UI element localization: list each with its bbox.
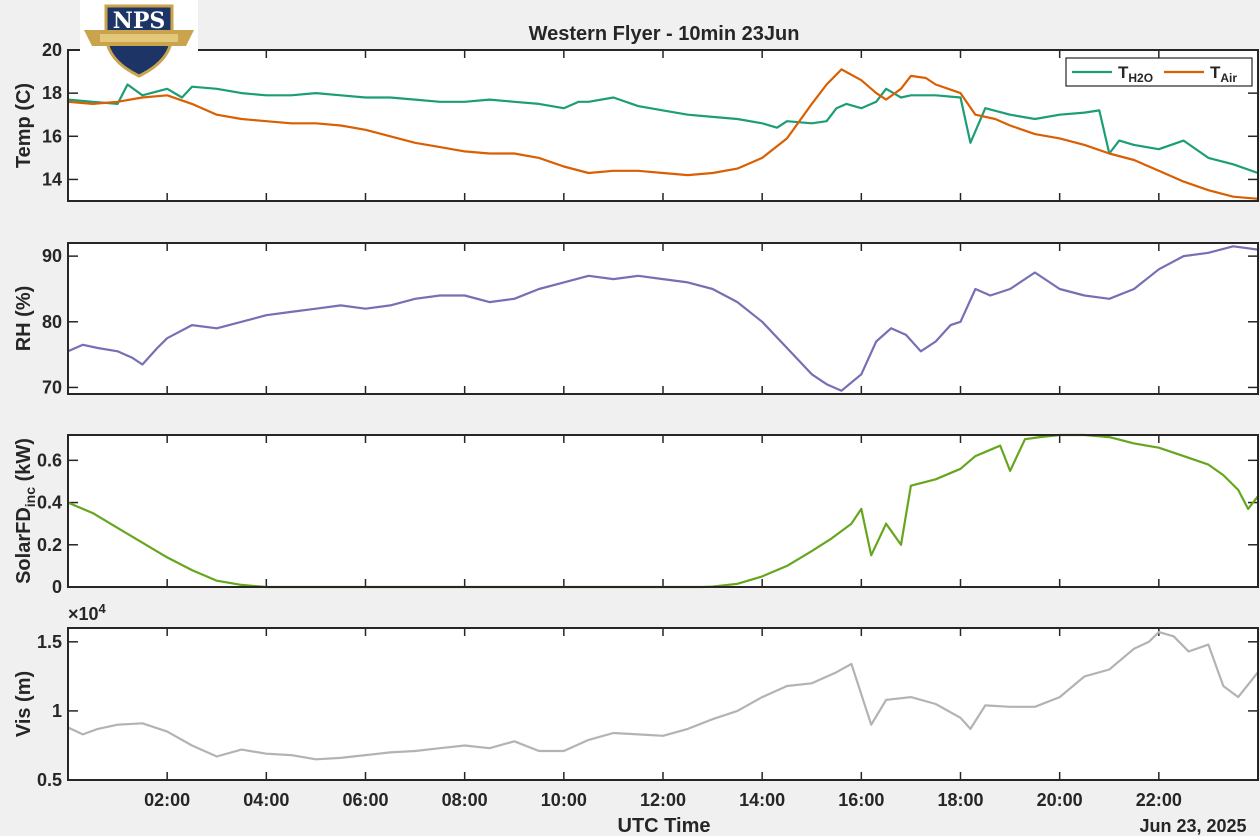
x-tick-label: 22:00 (1136, 790, 1182, 810)
y-tick-label: 0 (52, 577, 62, 597)
x-tick-label: 12:00 (640, 790, 686, 810)
legend-label-t_air: TAir (1210, 63, 1237, 85)
y-tick-label: 90 (42, 246, 62, 266)
axes-frame (67, 434, 1259, 588)
legend-box (1065, 57, 1253, 87)
x-tick-label: 20:00 (1037, 790, 1083, 810)
chart-title: Western Flyer - 10min 23Jun (529, 23, 800, 45)
x-axis-date-label: Jun 23, 2025 (1139, 816, 1246, 836)
y-tick-label: 0.6 (37, 450, 62, 470)
y-tick-label: 0.4 (37, 493, 62, 513)
series-line-t_air (67, 68, 1259, 200)
plot-area (68, 435, 1258, 587)
rh-panel: 70 80 90 RH (%) (13, 242, 1259, 397)
series-line-solar (67, 433, 1259, 589)
logo-text: NPS (113, 8, 166, 34)
plot-area (68, 243, 1258, 394)
y-tick-label: 0.2 (37, 535, 62, 555)
x-tick-label: 06:00 (342, 790, 388, 810)
series-line-t_h2o (67, 83, 1259, 175)
vis-panel: 02:00 04:00 06:00 08:00 10:00 12:00 14:00 16:00… (13, 601, 1259, 810)
y-tick-label: 70 (42, 377, 62, 397)
axes-frame (67, 242, 1259, 395)
y-tick-label: 0.5 (37, 770, 62, 790)
y-tick-label: 80 (42, 312, 62, 332)
plot-area (68, 50, 1258, 201)
x-tick-label: 10:00 (541, 790, 587, 810)
y-axis-label: RH (%) (13, 286, 35, 352)
legend: TH2O TAir (1065, 57, 1253, 87)
series-line-vis (67, 630, 1259, 761)
series-line-rh (67, 245, 1259, 392)
x-axis-label: UTC Time (618, 815, 711, 836)
y-axis-label: Vis (m) (13, 671, 35, 737)
plot-area (68, 628, 1258, 780)
nps-logo: NPS (80, 0, 198, 80)
y-tick-label: 14 (42, 169, 62, 189)
y-tick-label: 16 (42, 126, 62, 146)
y-tick-label: 1.5 (37, 632, 62, 652)
y-tick-label: 1 (52, 701, 62, 721)
y-tick-label: 18 (42, 83, 62, 103)
x-tick-label: 08:00 (442, 790, 488, 810)
y-tick-label: 20 (42, 40, 62, 60)
temp-panel: 14 16 18 20 Temp (C) (13, 40, 1259, 202)
axes-frame (67, 49, 1259, 202)
x-tick-label: 14:00 (739, 790, 785, 810)
y-axis-label: Temp (C) (13, 83, 35, 168)
legend-label-t_h2o: TH2O (1118, 63, 1153, 85)
x-tick-label: 02:00 (144, 790, 190, 810)
y-exponent-label: ×104 (68, 601, 107, 624)
x-tick-label: 04:00 (243, 790, 289, 810)
x-tick-label: 16:00 (838, 790, 884, 810)
axes-frame (67, 627, 1259, 781)
y-axis-label: SolarFDinc (kW) (13, 438, 38, 584)
x-tick-label: 18:00 (937, 790, 983, 810)
